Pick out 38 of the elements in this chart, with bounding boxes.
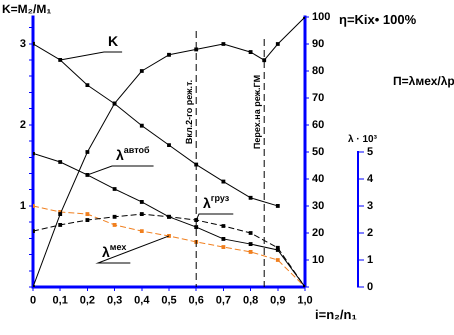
x-tick-label: 0,2 <box>80 294 96 307</box>
x-tick-label: 0 <box>30 294 36 307</box>
y3-tick-label: 5 <box>367 146 374 158</box>
y2-tick-label: 70 <box>312 92 324 104</box>
y-tick-label: 3 <box>20 38 26 50</box>
y3-axis-title: λ · 10³ <box>348 134 378 145</box>
y2-tick-label: 20 <box>312 227 324 240</box>
ref-line-label: Вкл.2-го реж.т. <box>184 80 194 144</box>
y2-tick-label: 60 <box>312 119 324 132</box>
x-tick-label: 0,1 <box>52 294 68 307</box>
x-tick-label: 1,0 <box>297 294 313 307</box>
y2-tick-label: 90 <box>312 38 324 50</box>
x-tick-label: 0,3 <box>106 294 122 307</box>
ref-line-label: Перех.на реж.ГМ <box>252 74 262 150</box>
y3-tick-label: 3 <box>367 200 374 212</box>
y2-tick-label: 100 <box>312 11 330 24</box>
x-axis-title: i=n₂/n₁ <box>315 307 357 322</box>
y3-tick-label: 0 <box>367 281 374 294</box>
y3-tick-label: 4 <box>367 173 374 186</box>
y2-tick-label: 80 <box>312 65 324 78</box>
y2-tick-label: 40 <box>312 173 324 186</box>
y3-tick-label: 2 <box>367 227 374 240</box>
x-tick-label: 0,4 <box>134 294 150 307</box>
text: Π=λмех/λр <box>393 74 454 88</box>
y-axis-title: K=M₂/M₁ <box>2 2 52 16</box>
text: K <box>108 33 118 49</box>
x-tick-label: 0,8 <box>242 294 258 307</box>
y-tick-label: 2 <box>20 118 26 131</box>
y-tick-label: 1 <box>20 200 26 212</box>
x-tick-label: 0,6 <box>188 294 204 307</box>
x-tick-label: 0,9 <box>270 294 286 307</box>
x-tick-label: 0,7 <box>216 294 232 307</box>
y2-tick-label: 50 <box>312 146 324 158</box>
y2-axis-title: η=Kix• 100% <box>339 12 417 27</box>
y2-tick-label: 30 <box>312 200 324 212</box>
y2-tick-label: 10 <box>312 254 324 266</box>
x-tick-label: 0,5 <box>161 294 177 307</box>
y3-tick-label: 1 <box>367 254 374 266</box>
